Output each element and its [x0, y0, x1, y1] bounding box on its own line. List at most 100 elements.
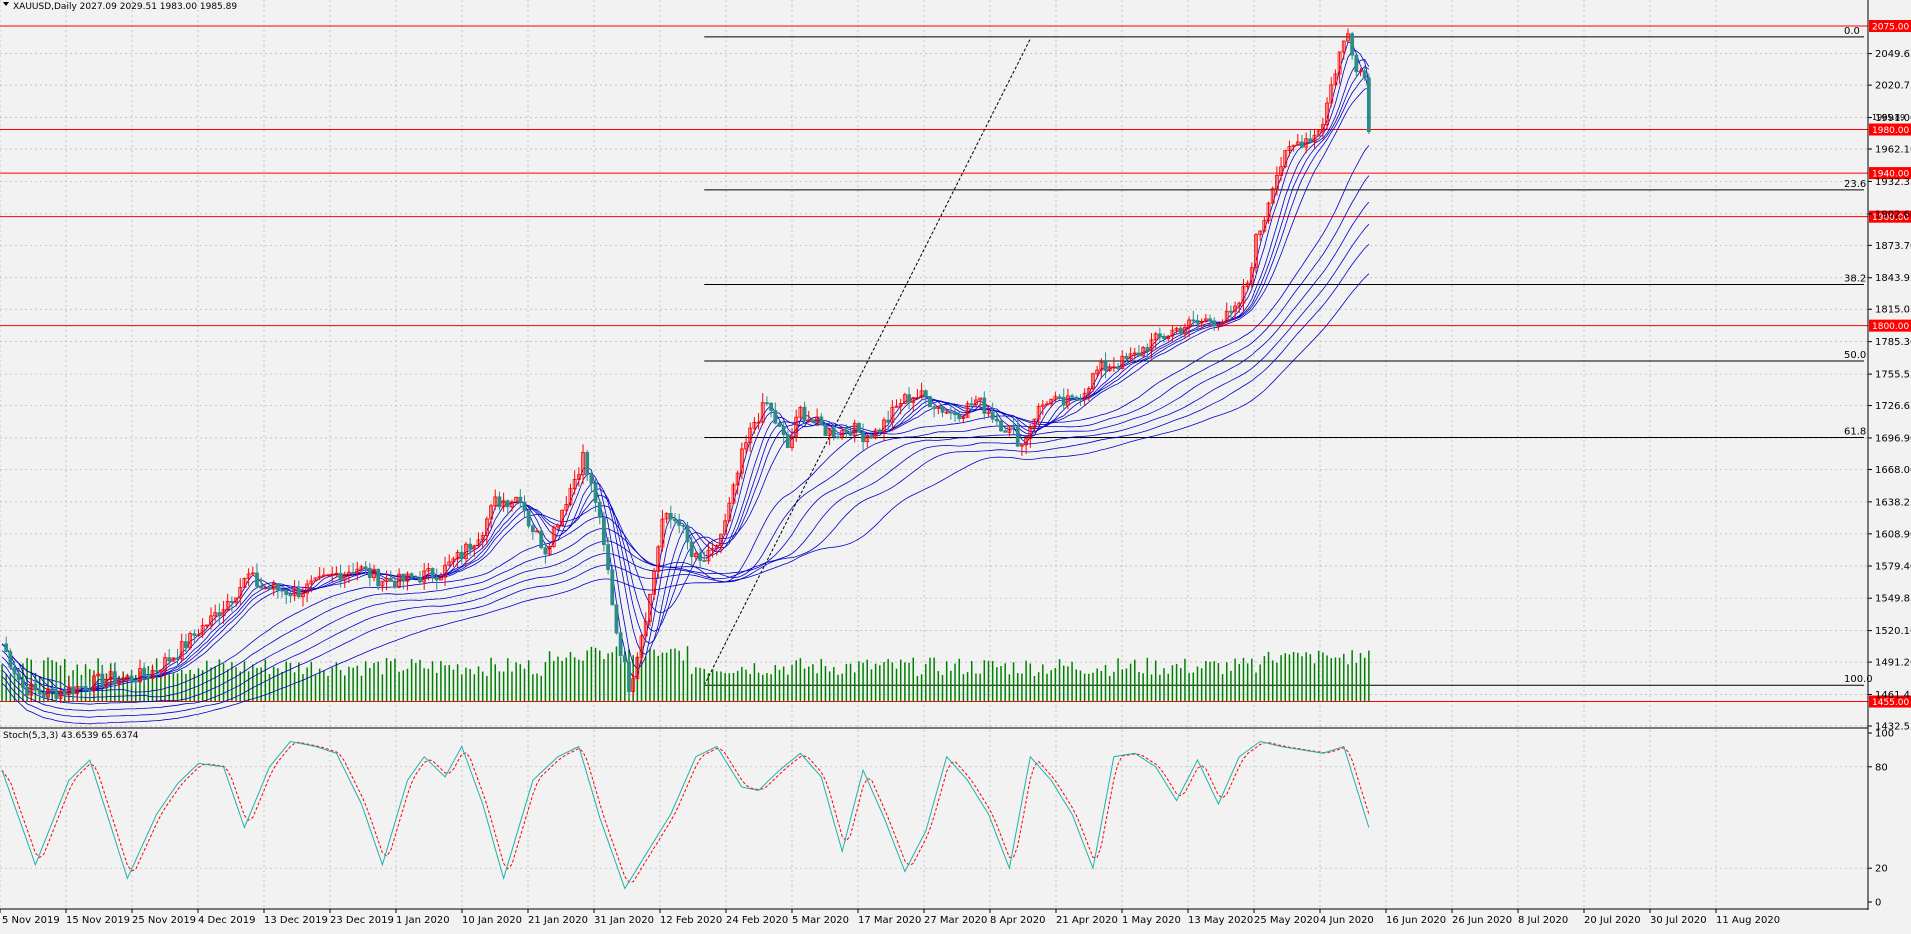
price-tick-label: 1843.95: [1875, 273, 1911, 284]
candle-body: [66, 686, 71, 696]
stoch-tick-label: 100: [1875, 729, 1894, 740]
candle-body: [301, 592, 305, 598]
date-tick-label: 10 Jan 2020: [462, 915, 522, 926]
dropdown-triangle-icon[interactable]: [3, 2, 9, 6]
candle-body: [898, 403, 903, 407]
date-tick-label: 30 Jul 2020: [1650, 915, 1707, 926]
candle-body: [430, 568, 435, 578]
candle-body: [393, 580, 397, 588]
fib-level-label: 61.8: [1844, 427, 1866, 438]
candle-body: [292, 588, 297, 597]
candle-body: [154, 670, 159, 672]
candle-body: [133, 680, 138, 683]
candle-body: [606, 544, 610, 571]
candle-body: [514, 496, 519, 503]
candle-body: [953, 412, 957, 416]
candle-body: [631, 678, 636, 692]
candle-body: [288, 594, 293, 597]
price-tick-label: 1668.00: [1875, 465, 1911, 476]
candle-body: [37, 689, 42, 695]
candle-body: [388, 578, 393, 582]
candle-body: [326, 574, 330, 577]
candle-body: [1178, 327, 1183, 334]
candle-body: [685, 525, 690, 543]
candle-body: [948, 411, 953, 414]
candle-body: [1329, 84, 1334, 104]
candle-body: [1003, 430, 1008, 433]
candle-body: [731, 484, 736, 504]
candle-body: [1312, 134, 1317, 143]
candle-body: [522, 501, 527, 512]
candle-body: [296, 588, 301, 598]
stoch-tick-label: 0: [1875, 898, 1881, 909]
stoch-main-line: [1, 740, 1370, 890]
candle-body: [1300, 141, 1304, 148]
candle-body: [840, 430, 845, 438]
candle-body: [1061, 396, 1066, 406]
candle-body: [476, 539, 481, 547]
date-tick-label: 17 Mar 2020: [858, 915, 921, 926]
candle-body: [4, 643, 9, 652]
candle-body: [1208, 318, 1212, 322]
candle-body: [163, 657, 167, 671]
candle-body: [585, 452, 590, 475]
candle-body: [355, 568, 360, 574]
candle-body: [33, 683, 38, 691]
candle-body: [305, 583, 310, 594]
candle-body: [865, 435, 870, 443]
date-tick-label: 25 May 2020: [1254, 915, 1319, 926]
candle-body: [221, 609, 226, 617]
candle-body: [12, 666, 17, 675]
candle-body: [1145, 347, 1150, 352]
level-tag: [1869, 167, 1911, 180]
candle-body: [1291, 144, 1296, 147]
candle-body: [1258, 230, 1263, 236]
candle-body: [338, 572, 343, 581]
candle-body: [242, 577, 247, 588]
candle-body: [990, 411, 995, 420]
candle-body: [877, 429, 882, 433]
candle-body: [359, 566, 364, 570]
candle-body: [1245, 282, 1250, 288]
candle-body: [823, 424, 828, 436]
candle-body: [932, 406, 937, 409]
candle-body: [965, 403, 970, 418]
candle-body: [238, 586, 243, 599]
candle-body: [923, 390, 928, 397]
candle-body: [426, 568, 431, 572]
fib-level-label: 38.2: [1844, 274, 1866, 285]
candle-body: [464, 543, 468, 559]
candle-body: [108, 671, 113, 680]
candle-body: [643, 621, 648, 637]
candle-body: [200, 625, 205, 636]
candle-body: [622, 655, 627, 663]
candle-body: [752, 422, 757, 429]
candle-body: [714, 545, 719, 549]
price-tick-label: 1491.20: [1875, 658, 1911, 669]
candle-body: [1333, 73, 1338, 86]
candle-body: [1086, 388, 1091, 394]
candle-body: [974, 399, 978, 406]
candle-body: [769, 402, 774, 411]
candle-body: [568, 488, 573, 505]
candle-body: [1254, 234, 1258, 269]
candle-body: [209, 615, 213, 626]
candle-body: [146, 675, 151, 679]
candle-body: [234, 597, 238, 603]
candle-body: [627, 661, 631, 692]
candle-body: [29, 683, 34, 696]
candle-body: [217, 612, 222, 617]
level-tag-label: 1900.00: [1872, 213, 1909, 223]
price-tick-label: 1432.55: [1875, 722, 1911, 733]
price-tick-label: 1696.90: [1875, 433, 1911, 444]
candle-body: [100, 673, 105, 687]
candle-body: [79, 686, 84, 688]
level-tag-label: 1455.00: [1872, 698, 1909, 708]
price-tick-label: 1815.05: [1875, 305, 1911, 316]
candle-body: [811, 419, 815, 423]
candle-body: [1195, 320, 1200, 324]
candle-body: [246, 573, 251, 579]
